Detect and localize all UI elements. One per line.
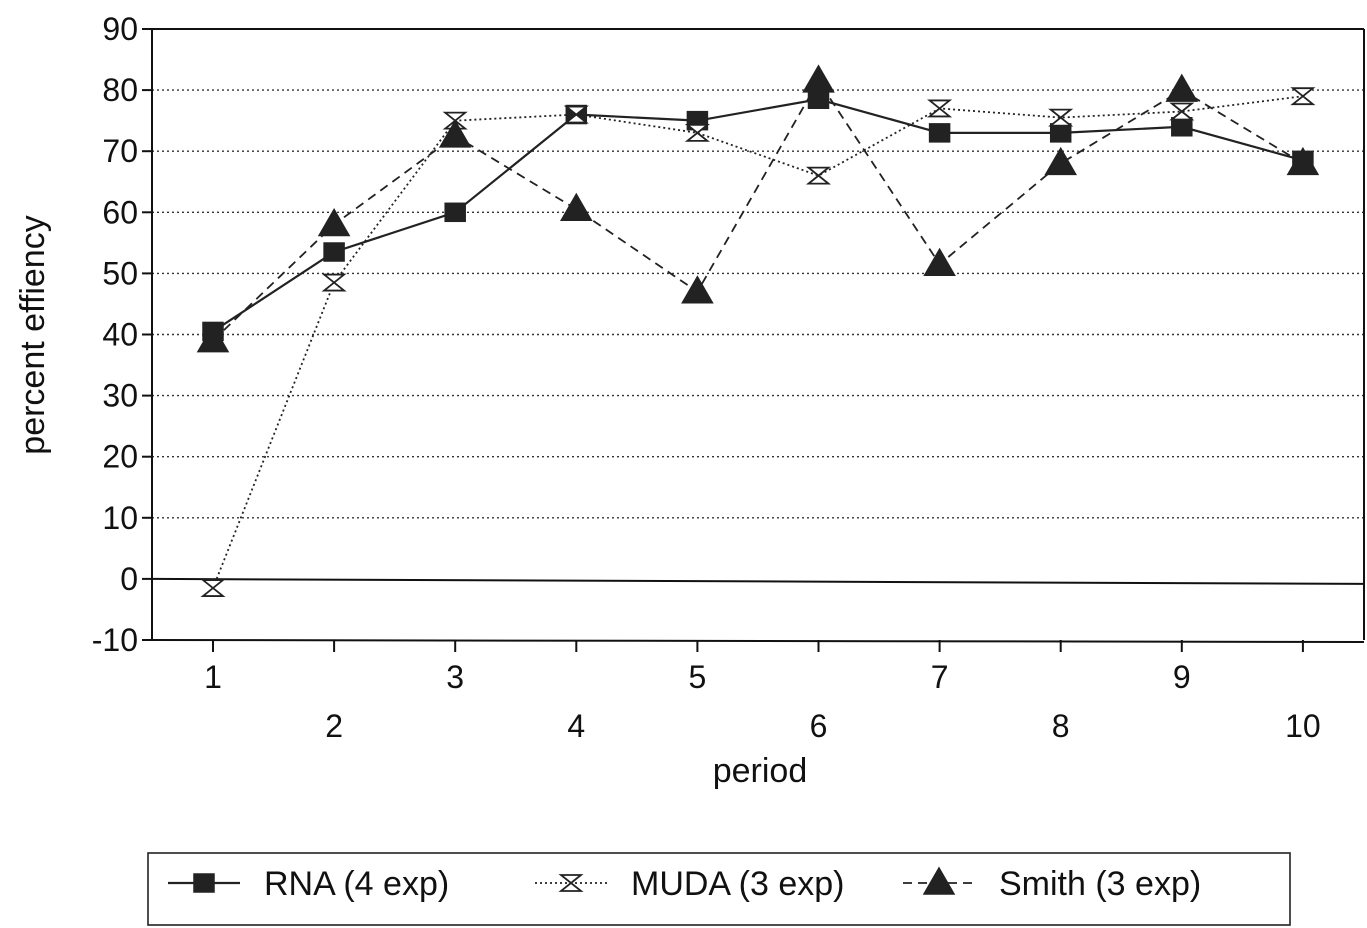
hourglass-marker: [558, 874, 584, 892]
triangle-marker: [1286, 146, 1320, 176]
legend-box: [147, 852, 1291, 926]
series-line: [212, 95, 1304, 589]
x-tick-label: 2: [325, 708, 343, 744]
x-tick-label: 6: [810, 708, 828, 744]
x-tick-label: 1: [204, 659, 222, 695]
legend: RNA (4 exp) MUDA (3 exp) Smith (3 exp): [147, 852, 1291, 926]
triangle-marker: [438, 119, 472, 148]
legend-label: Smith (3 exp): [999, 865, 1201, 903]
square-marker: [1049, 123, 1072, 143]
series-hourglass: [200, 87, 1316, 597]
hourglass-marker: [200, 579, 226, 597]
y-tick-label: 10: [102, 500, 138, 536]
y-tick-label: -10: [92, 622, 138, 658]
triangle-marker: [802, 64, 835, 93]
square-marker: [193, 873, 215, 893]
hourglass-marker: [563, 105, 589, 124]
triangle-marker: [922, 866, 956, 895]
square-marker: [928, 123, 951, 143]
legend-label: MUDA (3 exp): [631, 865, 845, 903]
y-tick-label: 30: [102, 378, 138, 414]
plot-frame: [151, 28, 1365, 643]
hourglass-marker: [1169, 102, 1195, 121]
triangle-marker: [317, 208, 351, 237]
x-tick-label: 9: [1173, 659, 1191, 695]
triangle-marker: [196, 324, 230, 353]
triangle-marker: [560, 192, 593, 221]
series-triangle: [196, 64, 1320, 353]
hourglass-marker: [927, 99, 953, 118]
series-group: [196, 64, 1320, 597]
x-tick-label: 10: [1285, 708, 1321, 744]
y-axis-title: percent effiency: [14, 215, 52, 454]
hourglass-marker: [1048, 108, 1074, 127]
legend-label: RNA (4 exp): [264, 865, 449, 903]
series-line: [212, 79, 1304, 342]
triangle-marker: [1044, 146, 1077, 176]
zero-line: [151, 577, 1365, 585]
hourglass-marker: [805, 166, 832, 185]
series-line: [212, 98, 1304, 333]
gridlines: [151, 89, 1365, 585]
x-tick-label: 8: [1052, 708, 1070, 744]
x-tick-label: 3: [446, 659, 464, 695]
hourglass-marker: [1290, 87, 1316, 106]
y-tick-label: 80: [102, 72, 138, 108]
x-axis: 1 2 3 4 5 6 7 8 9 10: [204, 640, 1321, 744]
triangle-marker: [681, 275, 714, 304]
y-tick-label: 60: [102, 194, 138, 230]
hourglass-marker: [321, 273, 347, 292]
series-square: [202, 89, 1314, 342]
frame-bottom: [151, 639, 1365, 643]
triangle-marker: [923, 247, 956, 276]
y-tick-label: 40: [102, 317, 138, 353]
y-tick-label: 90: [102, 11, 138, 47]
square-marker: [323, 242, 345, 262]
square-marker: [444, 202, 466, 223]
y-tick-label: 70: [102, 133, 138, 169]
square-marker: [1171, 117, 1193, 137]
triangle-marker: [1165, 73, 1199, 102]
y-tick-label: 0: [120, 561, 138, 597]
x-tick-label: 5: [689, 659, 707, 695]
y-tick-label: 20: [102, 439, 138, 475]
y-axis: -10 0 10 20 30 40 50 60 70 80 90: [92, 11, 152, 658]
x-axis-title: period: [713, 752, 808, 790]
x-tick-label: 4: [567, 708, 585, 744]
y-tick-label: 50: [102, 255, 138, 291]
x-tick-label: 7: [931, 659, 949, 695]
hourglass-marker: [684, 123, 710, 142]
